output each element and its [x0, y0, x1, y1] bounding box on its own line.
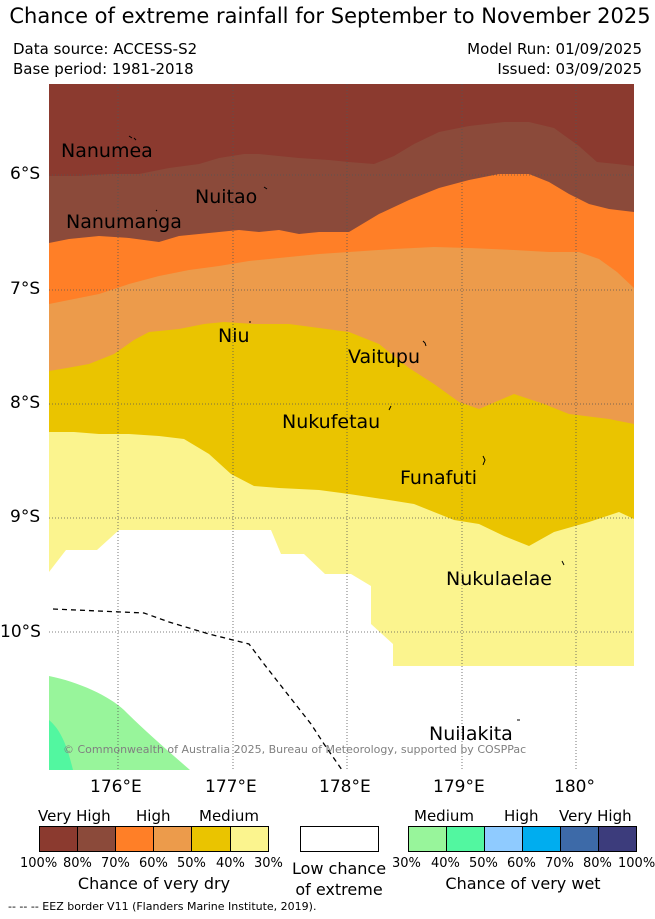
legend-dry-tick-30: 30% [254, 856, 283, 871]
place-label-nanumea: Nanumea [61, 140, 153, 162]
lat-label-7s: 7°S [10, 279, 41, 299]
lon-label-177e: 177°E [205, 777, 257, 797]
data-source: Data source: ACCESS-S2 [13, 40, 198, 58]
place-label-vaitupu: Vaitupu [348, 346, 421, 368]
lat-label-8s: 8°S [10, 393, 41, 413]
legend-wet-tick-50: 50% [469, 856, 498, 871]
lat-label-6s: 6°S [10, 164, 41, 184]
legend-swatch-dry-40 [230, 826, 269, 852]
island-markers [128, 135, 565, 721]
place-label-nanumanga: Nanumanga [66, 211, 182, 233]
legend-swatch-wet-70 [560, 826, 599, 852]
lon-label-179e: 179°E [433, 777, 485, 797]
legend-dry-tick-60: 60% [139, 856, 168, 871]
legend-wet-tick-80: 80% [583, 856, 612, 871]
lat-label-10s: 10°S [0, 622, 41, 642]
zone-low-chance [49, 530, 634, 770]
island-nanumanga [155, 209, 158, 212]
legend-low-caption-1: Low chance [291, 859, 387, 878]
legend-dry-tick-70: 70% [101, 856, 130, 871]
legend-swatch-dry-50 [191, 826, 231, 852]
legend-dry-tick-40: 40% [216, 856, 245, 871]
island-nukulaelae [561, 560, 565, 566]
legend-swatch-wet-50 [484, 826, 523, 852]
legend-wet-tick-70: 70% [545, 856, 574, 871]
model-run: Model Run: 01/09/2025 [467, 40, 642, 58]
issued-date: Issued: 03/09/2025 [497, 60, 642, 78]
island-nanumea [128, 135, 137, 141]
gridlines [49, 84, 634, 770]
legend-dry-medium: Medium [199, 807, 259, 825]
island-vaitupu [422, 340, 427, 347]
place-label-nuilakita: Nuilakita [429, 723, 513, 745]
place-label-nukulaelae: Nukulaelae [446, 568, 552, 590]
zone-wet-medium-40 [49, 720, 73, 770]
legend-swatch-wet-80 [598, 826, 637, 852]
legend-dry-high: High [136, 807, 171, 825]
legend-low-caption-2: of extreme [295, 880, 383, 899]
legend-swatch-wet-30 [408, 826, 447, 852]
lon-label-178e: 178°E [319, 777, 371, 797]
legend-wet-tick-60: 60% [507, 856, 536, 871]
legend-wet-tick-40: 40% [431, 856, 460, 871]
place-label-niu: Niu [218, 325, 250, 347]
legend-swatch-dry-100 [39, 826, 78, 852]
legend-wet-very-high: Very High [559, 807, 632, 825]
legend-dry-very-high: Very High [38, 807, 111, 825]
legend-swatch-wet-40 [446, 826, 485, 852]
map-title: Chance of extreme rainfall for September… [9, 4, 651, 28]
island-funafuti [482, 455, 486, 466]
legend-dry-tick-80: 80% [63, 856, 92, 871]
rainfall-map [49, 84, 634, 770]
lon-label-180: 180° [554, 777, 595, 797]
place-label-nukufetau: Nukufetau [282, 411, 381, 433]
legend-swatch-low [300, 826, 379, 852]
eez-border-note: -- -- -- EEZ border V11 (Flanders Marine… [8, 900, 317, 913]
zone-wet-medium-30 [49, 676, 190, 770]
island-nuitao [263, 186, 268, 190]
lat-label-9s: 9°S [10, 507, 41, 527]
legend-swatch-dry-80 [77, 826, 116, 852]
legend-wet-medium: Medium [414, 807, 474, 825]
legend-wet-tick-100: 100% [618, 856, 655, 871]
legend-dry-caption: Chance of very dry [77, 874, 231, 893]
place-label-funafuti: Funafuti [400, 467, 478, 489]
legend-dry-tick-50: 50% [177, 856, 206, 871]
copyright-notice: © Commonwealth of Australia 2025, Bureau… [63, 743, 527, 756]
legend-wet-tick-30: 30% [392, 856, 421, 871]
legend-dry-tick-100: 100% [20, 856, 58, 871]
legend-wet-high: High [504, 807, 539, 825]
island-nukufetau [388, 405, 392, 411]
base-period: Base period: 1981-2018 [13, 60, 194, 78]
legend-swatch-wet-60 [522, 826, 561, 852]
legend-wet-caption: Chance of very wet [445, 874, 601, 893]
place-label-nuitao: Nuitao [195, 186, 258, 208]
legend-swatch-dry-70 [115, 826, 154, 852]
lon-label-176e: 176°E [90, 777, 142, 797]
legend-swatch-dry-60 [153, 826, 192, 852]
zone-dry-very-high-100 [49, 84, 634, 176]
